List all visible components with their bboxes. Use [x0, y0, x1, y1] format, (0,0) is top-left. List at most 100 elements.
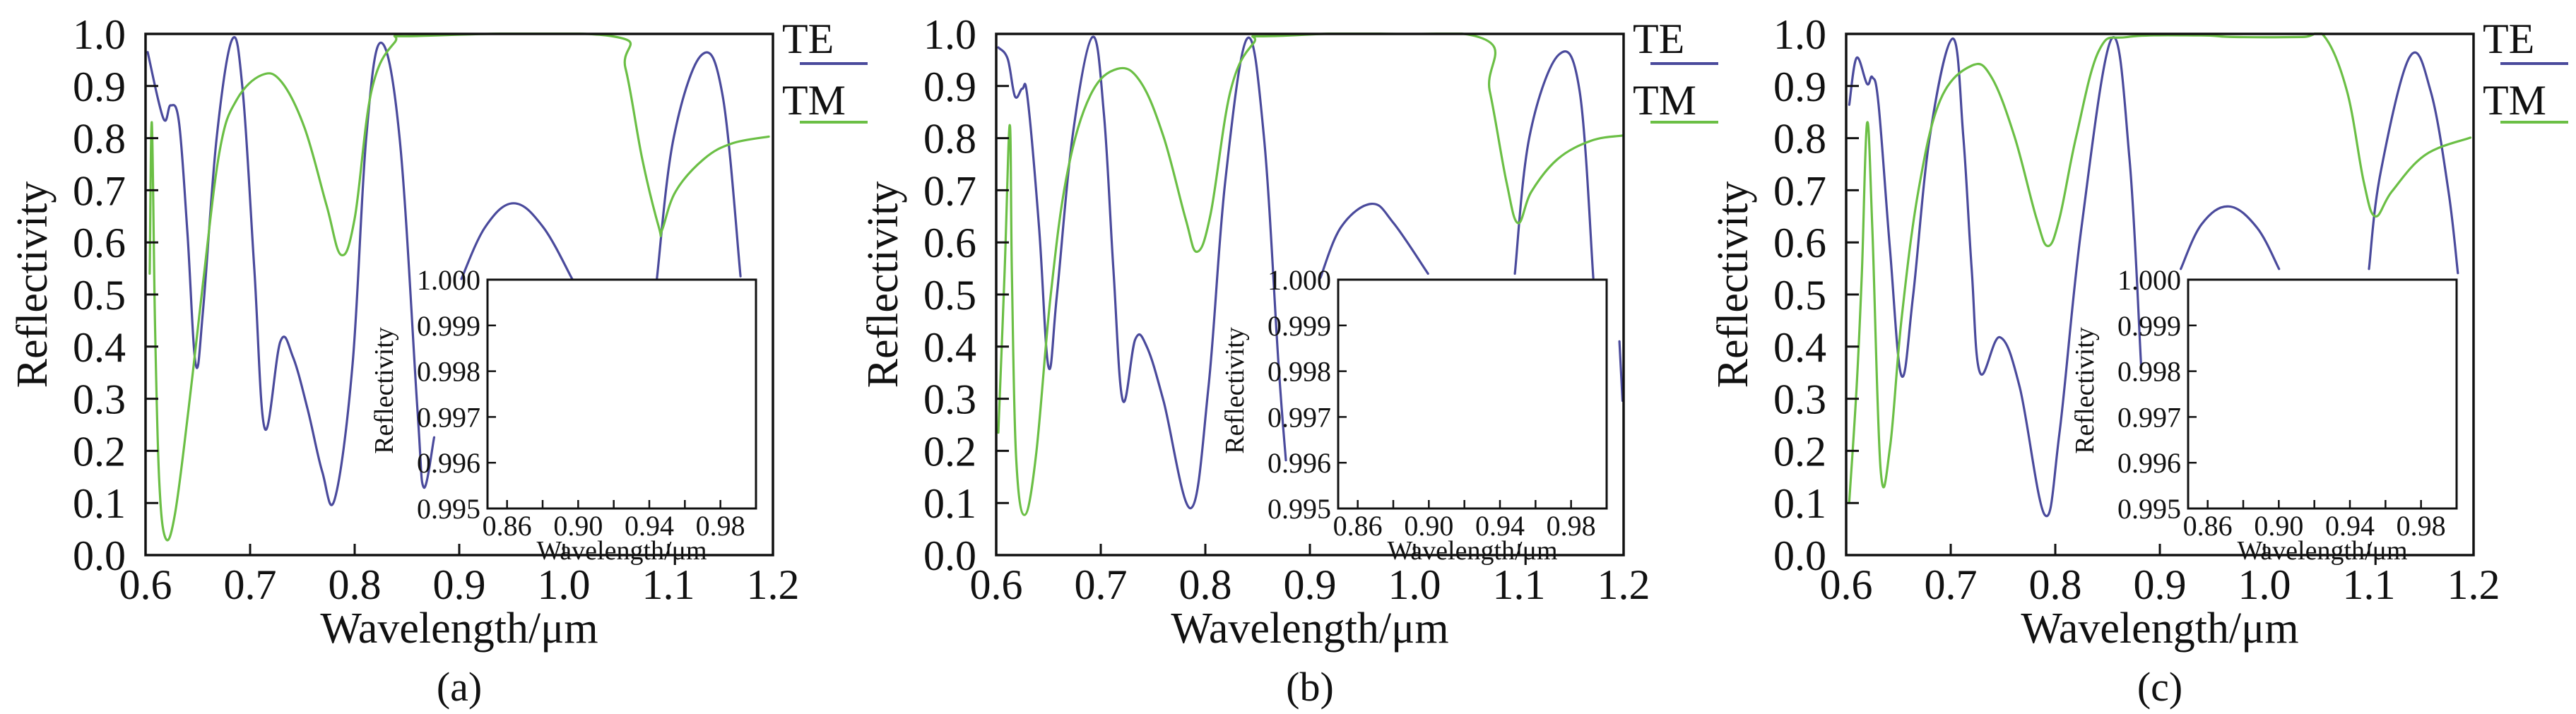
inset-chart: 0.86 0.90 0.94 0.98 0.995 0.996 0.997 0.998 0.99…	[2070, 264, 2458, 566]
inset-y-tick-label: 0.996	[1268, 447, 1331, 479]
x-tick-label: 0.9	[433, 561, 486, 608]
x-tick-label: 1.1	[2343, 561, 2396, 608]
panel-label: (a)	[437, 664, 482, 710]
y-tick-label: 0.7	[1773, 167, 1826, 214]
inset-y-tick-label: 1.000	[417, 264, 480, 296]
x-tick-label: 0.8	[1179, 561, 1232, 608]
x-tick-label: 1.2	[2447, 561, 2500, 608]
inset-frame	[2187, 278, 2458, 510]
y-tick-label: 0.8	[923, 116, 976, 162]
y-tick-label: 0.1	[923, 480, 976, 527]
tm-curve-segment	[997, 32, 1624, 516]
inset-y-tick-label: 0.996	[417, 447, 480, 479]
y-tick-label: 1.0	[923, 11, 976, 58]
x-tick-label: 0.6	[119, 561, 172, 608]
inset-y-tick-label: 1.000	[1268, 264, 1331, 296]
panel-label: (b)	[1286, 664, 1334, 710]
inset-y-tick-label: 0.995	[417, 493, 480, 525]
inset-x-tick-label: 0.90	[553, 510, 603, 542]
inset-y-tick-label: 0.997	[2117, 401, 2181, 433]
inset-x-tick-label: 0.98	[696, 510, 745, 542]
y-axis-label: Reflectivity	[8, 182, 57, 388]
panel-label: (c)	[2137, 664, 2182, 710]
inset-x-tick-label: 0.98	[2397, 510, 2446, 542]
inset-x-axis-label: Wavelength/μm	[2237, 536, 2407, 566]
y-tick-label: 0.9	[73, 64, 126, 110]
y-tick-label: 0.2	[1773, 428, 1826, 475]
y-tick-label: 1.0	[1773, 11, 1826, 58]
te-curve-segment	[2368, 51, 2459, 275]
x-tick-label: 1.0	[1388, 561, 1441, 608]
inset-x-tick-label: 0.90	[1404, 510, 1453, 542]
y-tick-label: 0.6	[1773, 220, 1826, 266]
series-tm	[1848, 32, 2472, 503]
te-curve-segment	[656, 51, 742, 280]
inset-x-tick-label: 0.86	[483, 510, 532, 542]
x-tick-label: 1.1	[1493, 561, 1546, 608]
inset-y-tick-label: 1.000	[2117, 264, 2181, 296]
panel-c: 0.6 0.7 0.8 0.9 1.0 1.1 1.2 0.0 0.1 0.2 0.3 0.4 0.5 0…	[1709, 11, 2568, 710]
x-tick-label: 1.2	[1597, 561, 1650, 608]
y-tick-label: 0.4	[1773, 324, 1826, 371]
te-curve-segment	[460, 202, 574, 280]
y-tick-label: 0.7	[923, 167, 976, 214]
inset-y-tick-label: 0.999	[1268, 310, 1331, 342]
inset-y-tick-label: 0.999	[2117, 310, 2181, 342]
inset-x-tick-label: 0.94	[1475, 510, 1525, 542]
x-tick-label: 1.1	[642, 561, 695, 608]
te-curve-segment	[1848, 36, 2142, 518]
inset-y-tick-label: 0.998	[417, 356, 480, 388]
inset-frame	[486, 278, 757, 510]
inset-y-axis-label: Reflectivity	[2070, 327, 2100, 453]
inset-x-tick-label: 0.94	[2325, 510, 2375, 542]
inset-y-tick-label: 0.997	[417, 401, 480, 433]
y-tick-label: 0.1	[73, 480, 126, 527]
y-tick-label: 0.2	[73, 428, 126, 475]
legend-label-tm: TM	[2483, 77, 2546, 124]
y-tick-label: 0.5	[1773, 272, 1826, 319]
y-tick-label: 0.3	[923, 376, 976, 423]
y-axis-label: Reflectivity	[859, 182, 907, 388]
series-te	[146, 36, 742, 506]
y-tick-label: 0.6	[923, 220, 976, 266]
y-tick-label: 0.4	[923, 324, 976, 371]
y-tick-label: 0.1	[1773, 480, 1826, 527]
inset-y-axis-label: Reflectivity	[1220, 327, 1250, 453]
te-curve-segment	[1319, 202, 1429, 279]
inset-chart: 0.86 0.90 0.94 0.98 0.995 0.996 0.997 0.998 0.99…	[370, 264, 757, 566]
y-tick-label: 0.0	[923, 532, 976, 579]
inset-chart: 0.86 0.90 0.94 0.98 0.995 0.996 0.997 0.998 0.99…	[1220, 264, 1608, 566]
x-axis-label: Wavelength/μm	[2021, 605, 2298, 653]
x-tick-label: 0.8	[2029, 561, 2082, 608]
inset-y-tick-label: 0.998	[2117, 356, 2181, 388]
x-tick-label: 1.0	[2238, 561, 2291, 608]
x-tick-label: 0.6	[1820, 561, 1873, 608]
inset-x-tick-label: 0.90	[2254, 510, 2303, 542]
legend-label-te: TE	[1633, 16, 1684, 62]
inset-x-tick-label: 0.98	[1547, 510, 1596, 542]
x-tick-label: 1.0	[538, 561, 591, 608]
y-tick-label: 0.0	[73, 532, 126, 579]
y-tick-label: 0.8	[1773, 116, 1826, 162]
y-tick-label: 0.7	[73, 167, 126, 214]
y-tick-label: 0.4	[73, 324, 126, 371]
inset-x-axis-label: Wavelength/μm	[1387, 536, 1557, 566]
legend-label-tm: TM	[782, 77, 846, 124]
inset-x-tick-label: 0.94	[625, 510, 674, 542]
y-tick-label: 0.5	[73, 272, 126, 319]
te-curve-segment	[997, 35, 1287, 510]
series-te	[997, 35, 1624, 510]
x-axis-label: Wavelength/μm	[320, 605, 598, 653]
y-tick-label: 0.8	[73, 116, 126, 162]
y-tick-label: 0.3	[1773, 376, 1826, 423]
inset-y-tick-label: 0.995	[2117, 493, 2181, 525]
x-tick-label: 0.8	[329, 561, 382, 608]
y-tick-label: 0.9	[1773, 64, 1826, 110]
inset-frame	[1337, 278, 1608, 510]
panel-a: 0.6 0.7 0.8 0.9 1.0 1.1 1.2 0.0 0.1 0.2 0.3 0.4 0.5 0…	[8, 11, 868, 710]
legend-label-te: TE	[2483, 16, 2534, 62]
legend-label-tm: TM	[1633, 77, 1696, 124]
legend: TE TM	[2483, 16, 2568, 124]
series-tm	[997, 32, 1624, 516]
